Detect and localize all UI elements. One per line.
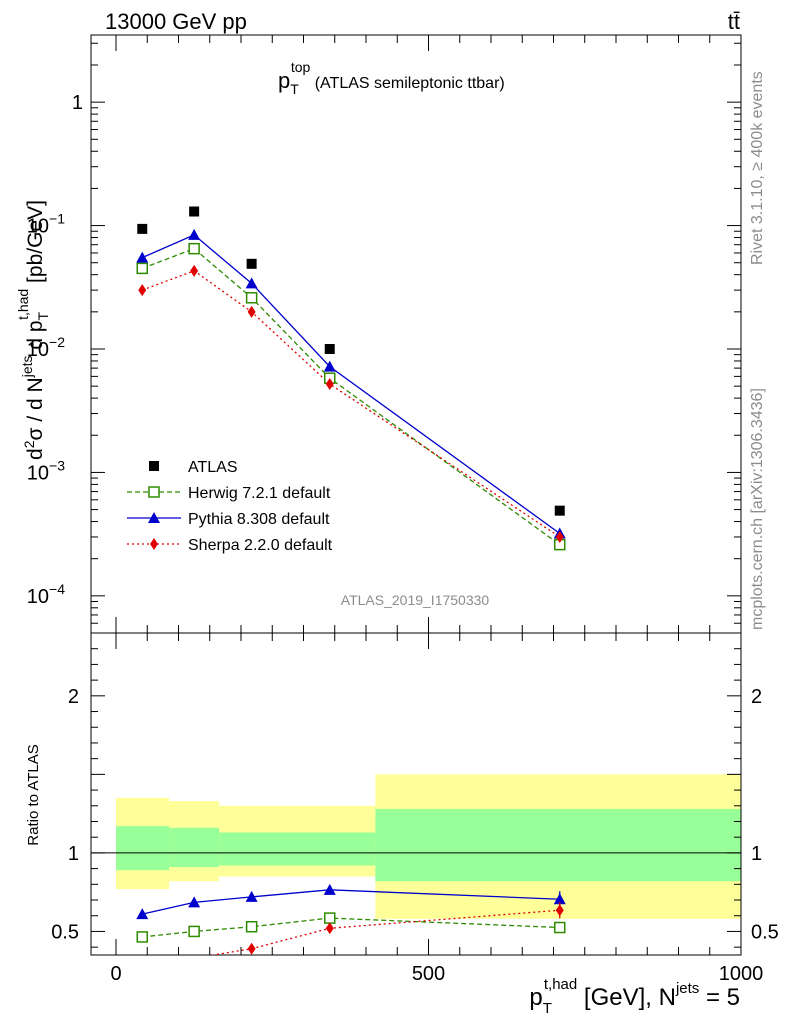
ratio-data-point: [323, 883, 336, 895]
upper-data-point: [555, 530, 564, 543]
x-tick-label: 0: [110, 963, 121, 985]
side-rivet-label: Rivet 3.1.10, ≥ 400k events: [749, 71, 766, 265]
legend-label: Herwig 7.2.1 default: [188, 485, 331, 502]
upper-data-point: [138, 284, 147, 297]
uncertainty-band-green: [219, 832, 376, 866]
ratio-y-tick-label: 1: [68, 843, 79, 865]
header-process-label: tt̄: [728, 9, 740, 34]
upper-data-point: [245, 292, 258, 304]
legend-label: Pythia 8.308 default: [188, 511, 330, 528]
upper-data-point: [323, 360, 336, 372]
upper-data-point: [136, 251, 149, 263]
uncertainty-band-green: [116, 826, 170, 871]
ratio-y-tick-label: 2: [68, 686, 79, 708]
legend-label: ATLAS: [188, 459, 238, 476]
upper-y-axis-label: d2σ / d Njets d pTt,had [pb/GeV]: [15, 200, 51, 460]
ratio-data-point: [136, 931, 148, 943]
legend-marker: [150, 538, 158, 550]
legend-label: Sherpa 2.2.0 default: [188, 537, 333, 554]
upper-y-tick-label: 1: [72, 92, 83, 114]
upper-data-point: [247, 305, 256, 318]
ratio-data-point: [188, 896, 201, 908]
ratio-panel: Ratio to ATLAS pTt,had [GeV], Njets = 5 …: [25, 632, 779, 1017]
upper-data-point: [137, 223, 148, 234]
upper-y-tick-label: 10−3: [27, 457, 65, 484]
ratio-series-line: [142, 917, 560, 938]
ratio-y-axis-label: Ratio to ATLAS: [25, 744, 42, 845]
upper-data-point: [324, 343, 335, 354]
ratio-data-point: [247, 942, 256, 955]
upper-data-point: [245, 277, 258, 289]
ratio-data-point: [324, 912, 336, 924]
upper-data-point: [554, 505, 565, 516]
ratio-frame: [90, 632, 742, 956]
ratio-data-point: [136, 908, 149, 920]
legend-marker: [149, 461, 159, 471]
x-tick-label: 500: [412, 963, 445, 985]
uncertainty-band-green: [169, 827, 220, 868]
ratio-y-tick-label-right: 2: [751, 686, 762, 708]
upper-y-tick-label: 10−1: [27, 211, 65, 238]
ratio-y-tick-label-right: 1: [751, 843, 762, 865]
analysis-watermark: ATLAS_2019_I1750330: [341, 592, 490, 608]
legend-marker: [148, 512, 160, 523]
ratio-data-point: [325, 922, 334, 935]
upper-data-point: [325, 378, 334, 391]
upper-data-point: [189, 206, 200, 217]
upper-panel: pTtop (ATLAS semileptonic ttbar) d2σ / d…: [15, 34, 742, 634]
upper-data-point: [188, 242, 200, 255]
upper-data-point: [136, 262, 148, 275]
ratio-y-tick-label: 0.5: [51, 921, 79, 943]
legend-marker: [148, 486, 160, 498]
upper-data-point: [188, 228, 201, 240]
upper-data-point: [190, 264, 199, 277]
plot-title: pTtop (ATLAS semileptonic ttbar): [278, 59, 505, 97]
upper-data-point: [246, 258, 257, 269]
upper-y-tick-label: 10−2: [27, 334, 65, 361]
ratio-series-group: [136, 883, 566, 955]
header-energy-label: 13000 GeV pp: [105, 9, 247, 34]
ratio-y-tick-label-right: 0.5: [751, 921, 779, 943]
ratio-data-point: [554, 921, 566, 934]
x-axis-label: pTt,had [GeV], Njets = 5: [529, 976, 740, 1017]
x-tick-label: 1000: [719, 963, 764, 985]
ratio-data-point: [188, 925, 200, 938]
ratio-data-point: [245, 920, 258, 933]
side-mcplots-label: mcplots.cern.ch [arXiv:1306.3436]: [749, 388, 766, 630]
legend: ATLAS Herwig 7.2.1 default Pythia 8.308 de…: [127, 459, 333, 554]
uncertainty-band-green: [375, 808, 741, 882]
upper-y-tick-label: 10−4: [27, 581, 65, 608]
ratio-data-point: [245, 890, 258, 902]
